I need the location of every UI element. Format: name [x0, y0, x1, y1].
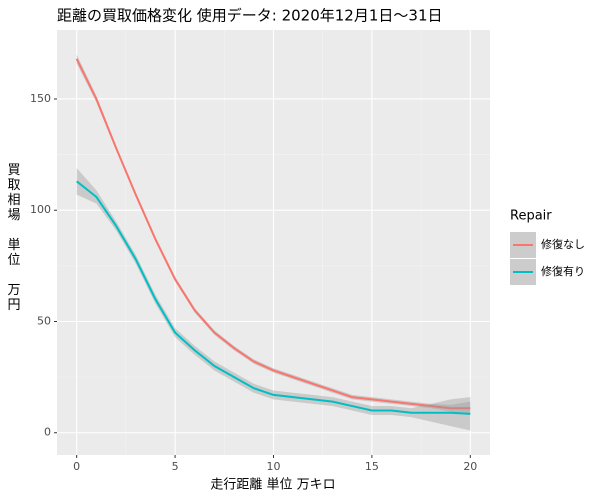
- line: [76, 180, 471, 415]
- y-tick-label: 50: [37, 314, 51, 327]
- y-tick-label: 150: [30, 92, 51, 105]
- x-tick-label: 15: [365, 460, 379, 473]
- legend-title: Repair: [510, 209, 552, 224]
- x-tick-label: 0: [73, 460, 80, 473]
- y-tick-label: 100: [30, 203, 51, 216]
- chart-title: 距離の買取価格変化 使用データ: 2020年12月1日～31日: [57, 7, 442, 25]
- line: [75, 58, 471, 410]
- y-tick-label: 0: [44, 426, 51, 439]
- legend-label: 修復有り: [541, 264, 585, 278]
- legend-label: 修復なし: [541, 237, 585, 251]
- x-tick-label: 20: [463, 460, 477, 473]
- x-axis-label: 走行距離 単位 万キロ: [210, 477, 335, 493]
- y-axis-label: 買取相場 単位 万円: [7, 163, 20, 313]
- x-tick-label: 5: [172, 460, 179, 473]
- x-tick-label: 10: [267, 460, 281, 473]
